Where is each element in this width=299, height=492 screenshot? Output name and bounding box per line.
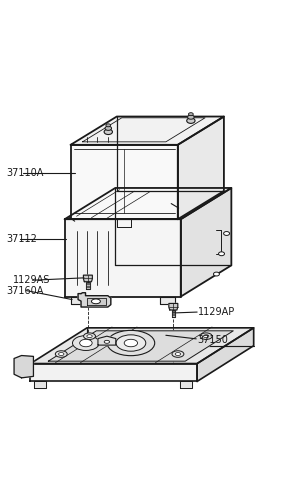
Ellipse shape	[80, 339, 92, 347]
Polygon shape	[160, 297, 175, 304]
Text: 37150: 37150	[197, 335, 228, 345]
Ellipse shape	[104, 129, 112, 134]
Ellipse shape	[187, 115, 194, 119]
Polygon shape	[86, 282, 90, 289]
Polygon shape	[48, 331, 233, 361]
Polygon shape	[71, 145, 178, 219]
Polygon shape	[30, 364, 197, 381]
Ellipse shape	[59, 353, 64, 356]
Polygon shape	[181, 188, 231, 297]
Ellipse shape	[187, 118, 195, 123]
Ellipse shape	[213, 272, 219, 276]
Polygon shape	[65, 188, 231, 219]
Polygon shape	[169, 304, 178, 310]
Polygon shape	[98, 336, 116, 345]
Ellipse shape	[124, 339, 138, 347]
Ellipse shape	[172, 351, 184, 357]
Ellipse shape	[175, 353, 181, 356]
Text: 37112: 37112	[7, 234, 37, 244]
Polygon shape	[71, 297, 86, 304]
Text: 1129AS: 1129AS	[13, 275, 50, 285]
Ellipse shape	[204, 335, 209, 338]
Polygon shape	[78, 293, 111, 307]
Ellipse shape	[91, 299, 100, 304]
Ellipse shape	[219, 252, 225, 256]
Ellipse shape	[105, 126, 112, 130]
Polygon shape	[34, 381, 46, 388]
Ellipse shape	[55, 351, 67, 357]
Text: 37110A: 37110A	[7, 168, 44, 178]
Ellipse shape	[87, 335, 92, 338]
Ellipse shape	[200, 333, 212, 339]
Ellipse shape	[116, 335, 146, 351]
Ellipse shape	[104, 340, 109, 343]
Polygon shape	[83, 275, 92, 282]
Ellipse shape	[73, 336, 99, 350]
Polygon shape	[87, 298, 106, 305]
Text: 37160A: 37160A	[7, 286, 44, 296]
Polygon shape	[181, 381, 192, 388]
Ellipse shape	[106, 124, 111, 127]
Polygon shape	[172, 310, 175, 317]
Polygon shape	[197, 328, 254, 381]
Polygon shape	[30, 328, 254, 364]
Polygon shape	[178, 117, 224, 219]
Polygon shape	[14, 356, 33, 378]
Ellipse shape	[107, 330, 155, 356]
Ellipse shape	[84, 333, 95, 339]
Polygon shape	[65, 219, 181, 297]
Ellipse shape	[188, 113, 193, 116]
Text: 1129AP: 1129AP	[198, 307, 235, 317]
Polygon shape	[71, 117, 224, 145]
Ellipse shape	[224, 232, 230, 235]
